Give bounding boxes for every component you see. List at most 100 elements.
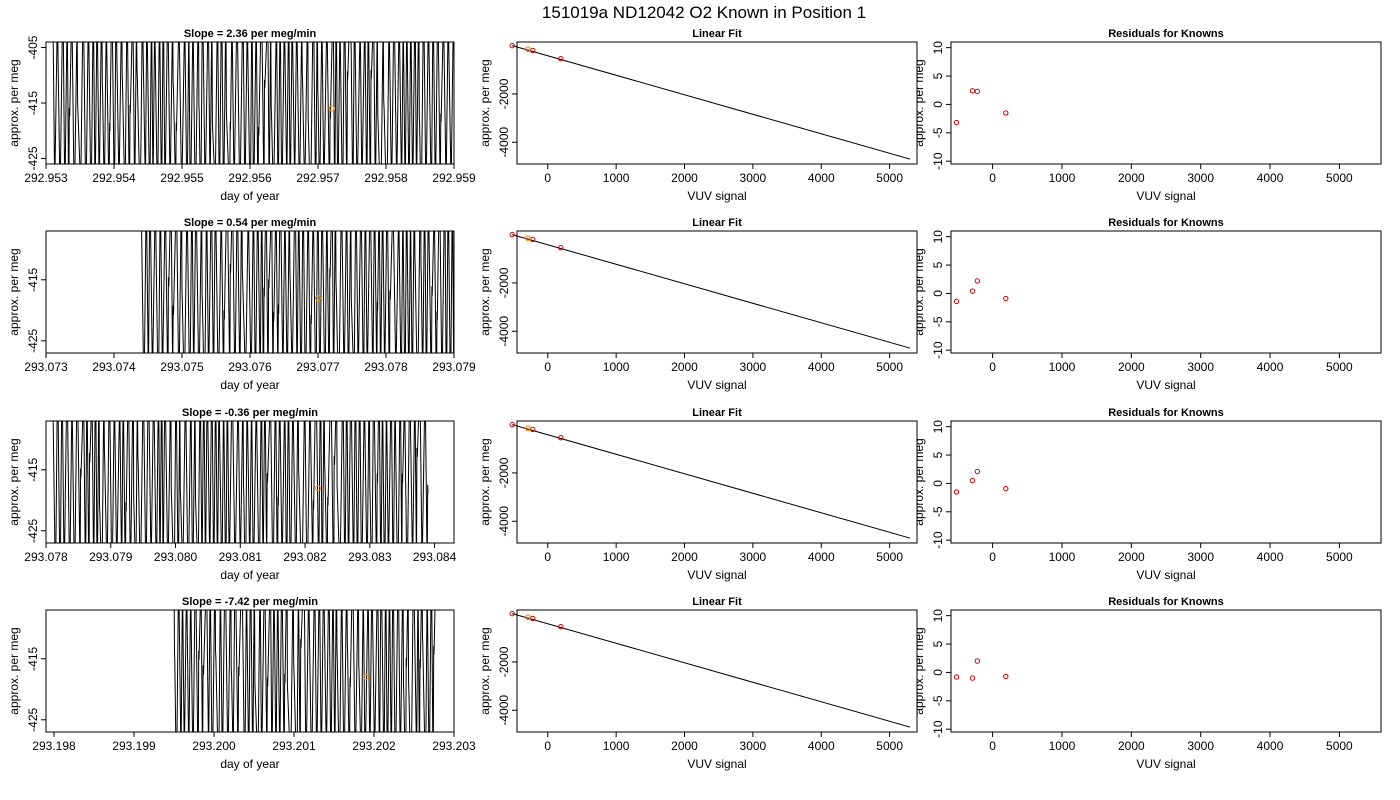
x-tick-label: 3000: [740, 171, 767, 185]
x-axis-label: VUV signal: [1136, 757, 1195, 771]
y-axis-label: approx. per meg: [912, 59, 926, 146]
data-point: [558, 434, 564, 441]
panel-1-3: Residuals for Knowns 0 1000 2000 3000 4000 500…: [912, 28, 1382, 203]
x-tick-label: 293.084: [413, 550, 457, 564]
panel-4-1: Slope = -7.42 per meg/min 293.198 293.199 2…: [7, 596, 476, 771]
data-point: [509, 42, 515, 49]
data-point: [953, 674, 960, 680]
plot-frame: [950, 41, 1382, 165]
highlight-point: [525, 46, 531, 53]
x-axis-label: day of year: [220, 568, 279, 582]
panel-title: Linear Fit: [692, 28, 742, 40]
x-tick-label: 0: [544, 739, 551, 753]
x-tick-label: 2000: [671, 171, 698, 185]
y-tick-label: -415: [26, 267, 40, 291]
y-tick-label: -4000: [497, 695, 511, 726]
y-tick-label: -4000: [497, 316, 511, 347]
y-tick-label: -415: [26, 646, 40, 670]
data-point: [969, 288, 976, 294]
data-point: [953, 298, 960, 305]
data-point: [974, 468, 981, 475]
panel-title: Slope = 2.36 per meg/min: [184, 28, 317, 40]
panel-4-3: Residuals for Knowns 0 1000 2000 3000 4000 500…: [912, 596, 1382, 771]
x-tick-label: 4000: [808, 171, 835, 185]
x-tick-label: 2000: [1118, 739, 1145, 753]
data-point: [953, 119, 960, 126]
y-tick-label: 10: [931, 420, 945, 434]
x-tick-label: 3000: [740, 550, 767, 564]
plot-frame: [45, 609, 455, 733]
data-point: [558, 55, 564, 62]
x-tick-label: 3000: [740, 739, 767, 753]
panel-title: Linear Fit: [692, 217, 742, 229]
x-tick-label: 0: [989, 171, 996, 185]
x-tick-label: 1000: [603, 739, 630, 753]
data-point: [509, 231, 515, 238]
x-tick-label: 293.073: [24, 360, 68, 374]
x-axis-label: VUV signal: [687, 189, 746, 203]
x-tick-label: 4000: [808, 550, 835, 564]
data-point: [969, 675, 976, 681]
data-point: [974, 658, 981, 664]
data-point: [509, 421, 515, 428]
x-tick-label: 2000: [671, 360, 698, 374]
y-axis-label: approx. per meg: [478, 248, 492, 335]
x-tick-label: 5000: [1326, 171, 1353, 185]
x-tick-label: 0: [989, 360, 996, 374]
y-tick-label: 0: [931, 101, 945, 108]
highlight-point: [525, 235, 531, 242]
x-tick-label: 2000: [1118, 550, 1145, 564]
y-tick-label: 5: [931, 640, 945, 647]
x-axis-label: VUV signal: [1136, 568, 1195, 582]
x-tick-label: 3000: [740, 360, 767, 374]
x-tick-label: 293.079: [432, 360, 476, 374]
data-point: [1003, 485, 1009, 492]
y-axis-label: approx. per meg: [7, 438, 21, 525]
x-tick-label: 1000: [1049, 171, 1076, 185]
data-point: [1003, 673, 1009, 680]
y-tick-label: 5: [931, 72, 945, 79]
x-tick-label: 293.199: [112, 739, 156, 753]
x-tick-label: 293.201: [272, 739, 316, 753]
plot-frame: [45, 41, 455, 165]
highlight-point: [525, 425, 531, 432]
trace-line: [52, 42, 454, 164]
y-tick-label: -425: [26, 518, 40, 542]
x-tick-label: 5000: [876, 360, 903, 374]
sample-point: [328, 105, 335, 112]
trace-line: [141, 231, 454, 353]
y-tick-label: -5: [931, 127, 945, 138]
plot-area: [52, 421, 429, 543]
y-tick-label: -4000: [497, 506, 511, 537]
y-tick-label: -415: [26, 91, 40, 115]
y-axis-label: approx. per meg: [912, 627, 926, 714]
y-tick-label: -4000: [497, 127, 511, 158]
x-tick-label: 293.078: [364, 360, 408, 374]
x-tick-label: 293.080: [154, 550, 198, 564]
data-point: [969, 477, 976, 484]
panel-1-1: Slope = 2.36 per meg/min 292.953 292.954 29…: [7, 28, 476, 203]
panel-3-2: Linear Fit 0 1000 2000 3000 4000 5000 -2000 -400…: [478, 407, 918, 582]
y-axis-label: approx. per meg: [478, 627, 492, 714]
plot-frame: [950, 420, 1382, 544]
x-tick-label: 1000: [1049, 360, 1076, 374]
x-tick-label: 2000: [671, 550, 698, 564]
x-tick-label: 292.956: [228, 171, 272, 185]
x-tick-label: 293.200: [192, 739, 236, 753]
y-tick-label: -5: [931, 695, 945, 706]
x-tick-label: 3000: [1187, 360, 1214, 374]
x-tick-label: 292.953: [24, 171, 68, 185]
y-tick-label: 0: [931, 480, 945, 487]
x-tick-label: 293.075: [160, 360, 204, 374]
fit-line: [512, 45, 911, 160]
data-point: [969, 88, 976, 94]
x-tick-label: 293.074: [92, 360, 136, 374]
y-tick-label: 10: [931, 609, 945, 623]
x-tick-label: 293.077: [296, 360, 340, 374]
x-tick-label: 1000: [603, 360, 630, 374]
x-tick-label: 1000: [1049, 550, 1076, 564]
y-tick-label: -10: [931, 152, 945, 170]
y-axis-label: approx. per meg: [478, 59, 492, 146]
x-tick-label: 1000: [603, 171, 630, 185]
panel-title: Residuals for Knowns: [1108, 407, 1224, 419]
